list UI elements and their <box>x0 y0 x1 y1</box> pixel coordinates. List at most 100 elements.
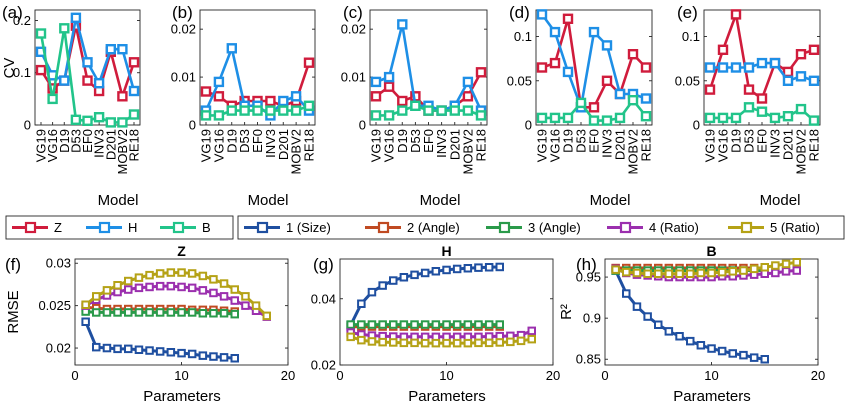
data-point-marker <box>59 75 70 86</box>
data-point-marker <box>420 338 430 348</box>
data-point-marker <box>213 76 225 88</box>
legend-marker-swatch <box>619 221 632 234</box>
data-point-marker <box>686 269 695 278</box>
x-tick-label: RE18 <box>302 129 317 162</box>
data-point-marker <box>105 117 117 128</box>
data-point-marker <box>527 326 536 336</box>
panel-e: 0 0.05 0.1 VG19VG16D19D53EF0INV3D201MOBV2RE… <box>675 3 822 209</box>
legend-label: 5 (Ratio) <box>770 220 820 235</box>
data-point-marker <box>290 91 302 102</box>
x-tick-label: D53 <box>742 129 757 153</box>
data-point-marker <box>370 76 382 88</box>
data-point-marker <box>389 276 398 285</box>
data-point-marker <box>213 91 225 102</box>
legend-marker-swatch <box>98 221 111 234</box>
data-point-marker <box>219 353 229 362</box>
x-tick-label: INV3 <box>768 129 783 158</box>
data-point-marker <box>431 267 441 276</box>
x-tick-label: VG19 <box>34 129 49 162</box>
data-point-marker <box>782 66 794 78</box>
data-point-marker <box>756 57 768 69</box>
data-point-marker <box>442 265 451 275</box>
panel-label: (a) <box>2 3 23 22</box>
y-tick-label: 0 <box>359 118 366 133</box>
data-point-marker <box>187 269 197 278</box>
y-tick-label: 0.03 <box>46 256 71 271</box>
x-tick-label: VG16 <box>45 129 60 162</box>
panel-h: 0.85 0.9 0.95 0 10 20 (h) B Parameters R² <box>558 243 825 405</box>
legend-item: Z <box>12 220 62 235</box>
y-tick-label: 0.1 <box>682 29 700 44</box>
data-point-marker <box>627 94 639 106</box>
legend-item: 3 (Angle) <box>486 220 581 235</box>
x-tick-label: 20 <box>811 368 825 383</box>
data-point-marker <box>198 351 208 360</box>
x-tick-label: 0 <box>71 368 78 383</box>
data-point-marker <box>166 348 176 357</box>
data-point-marker <box>707 344 716 353</box>
panel-g: 0.02 0.04 0 10 20 (g) H Parameters <box>311 243 561 405</box>
data-point-marker <box>128 85 140 97</box>
data-point-marker <box>200 110 212 121</box>
data-point-marker <box>536 62 548 73</box>
data-point-marker <box>463 320 473 329</box>
data-point-marker <box>357 335 366 345</box>
legend-item: 2 (Angle) <box>365 220 460 235</box>
legend-label: H <box>128 220 137 235</box>
data-point-marker <box>251 301 261 310</box>
x-tick-label: D201 <box>103 129 118 160</box>
data-point-marker <box>241 292 250 301</box>
legend-marker-swatch <box>740 221 753 234</box>
data-point-marker <box>241 301 250 310</box>
data-point-marker <box>397 105 408 116</box>
data-point-marker <box>378 320 387 329</box>
data-point-marker <box>213 110 225 121</box>
data-point-marker <box>177 308 186 317</box>
y-tick-label: 0.1 <box>514 29 532 44</box>
series-3-angle- <box>81 307 239 319</box>
series-1-size- <box>611 266 769 364</box>
data-point-marker <box>622 267 631 277</box>
data-point-marker <box>357 320 366 329</box>
data-point-marker <box>756 106 768 117</box>
data-point-marker <box>704 62 716 73</box>
data-point-marker <box>155 347 165 356</box>
data-point-marker <box>389 320 398 329</box>
data-point-marker <box>643 312 652 321</box>
data-point-marker <box>92 292 101 301</box>
data-point-marker <box>117 44 128 55</box>
series-1-size- <box>346 262 504 330</box>
data-point-marker <box>730 62 742 73</box>
x-tick-label: MOBV2 <box>460 129 475 175</box>
panel-label: (h) <box>576 255 597 274</box>
data-point-marker <box>696 268 706 278</box>
data-point-marker <box>219 279 229 288</box>
x-axis-label: Model <box>590 192 631 209</box>
data-point-marker <box>760 263 769 272</box>
legend-parameter-sets: 1 (Size) 2 (Angle) 3 (Angle) 4 (Ratio) 5 (Ra… <box>237 215 845 240</box>
y-tick-label: 0 <box>693 118 700 133</box>
series-b <box>35 23 140 128</box>
data-point-marker <box>795 49 807 60</box>
data-point-marker <box>728 267 737 276</box>
data-point-marker <box>219 309 229 318</box>
series-h <box>704 57 820 87</box>
data-point-marker <box>588 102 600 113</box>
data-point-marker <box>704 112 716 124</box>
data-point-marker <box>134 273 144 282</box>
data-point-marker <box>452 320 462 329</box>
panel-label: (d) <box>509 3 530 22</box>
data-point-marker <box>728 349 737 358</box>
data-point-marker <box>113 308 122 317</box>
x-tick-label: MOBV2 <box>794 129 809 175</box>
x-tick-label: MOBV2 <box>115 129 130 175</box>
data-point-marker <box>536 112 548 124</box>
data-point-marker <box>155 269 165 278</box>
y-tick-label: 0.95 <box>576 270 601 285</box>
y-tick-label: 0.05 <box>675 73 700 88</box>
y-tick-label: 0 <box>525 118 532 133</box>
data-point-marker <box>35 64 47 76</box>
series-3-angle- <box>346 320 504 329</box>
data-point-marker <box>781 267 791 276</box>
data-point-marker <box>378 281 387 290</box>
